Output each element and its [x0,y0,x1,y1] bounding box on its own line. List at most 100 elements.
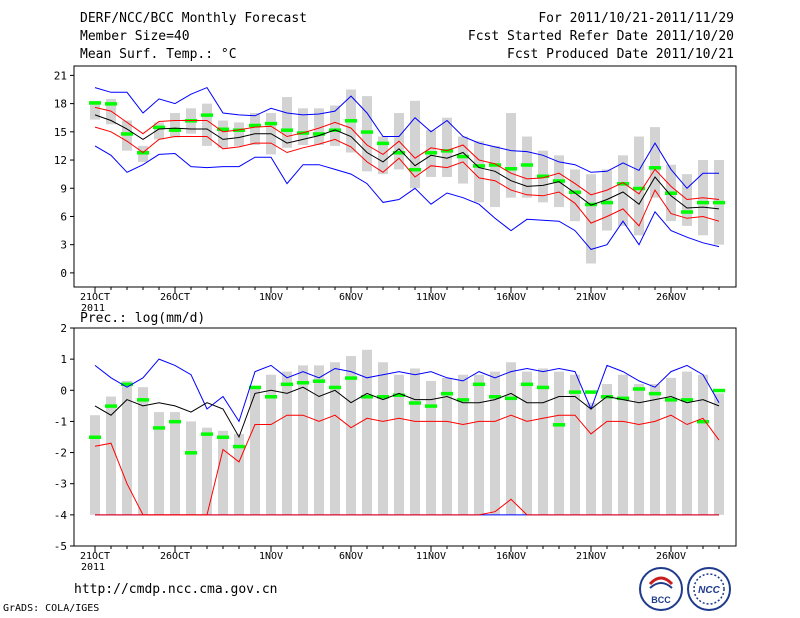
median-mark [153,125,165,130]
median-mark [441,391,453,396]
y-tick-label: -3 [54,478,67,491]
ensemble-box [330,105,340,146]
median-mark [105,102,117,106]
median-mark [489,395,501,399]
year-label: 2011 [81,562,105,573]
ensemble-box [442,117,452,177]
y-tick-label: 21 [54,69,67,82]
median-mark [249,385,261,390]
median-mark [489,163,501,167]
y-tick-label: 2 [60,322,67,335]
median-mark [313,379,325,383]
median-mark [697,419,709,424]
ensemble-box [650,384,660,515]
median-mark [537,174,549,179]
sd-lower-line [95,498,719,516]
median-mark [585,202,597,207]
ensemble-box [282,371,292,515]
forecast-title: DERF/NCC/BCC Monthly Forecast [80,11,307,26]
median-mark [105,404,117,408]
x-tick-label: 1NOV [259,551,283,562]
y-tick-label: -5 [54,540,67,553]
median-mark [665,191,677,195]
x-tick-label: 1NOV [259,292,283,303]
x-tick-label: 16NOV [496,292,526,303]
median-mark [377,141,389,146]
y-tick-label: 6 [60,210,67,223]
median-mark [585,390,597,394]
x-tick-label: 26OCT [160,551,190,562]
ensemble-box [122,380,132,515]
ensemble-box [506,113,516,198]
y-tick-label: 9 [60,182,67,195]
bcc-logo: BCC [639,567,683,611]
median-mark [473,382,485,387]
median-mark [649,391,661,396]
median-mark [617,182,629,186]
x-tick-label: 21NOV [576,551,606,562]
x-tick-label: 26NOV [656,551,686,562]
ensemble-box [474,141,484,203]
y-tick-label: -2 [54,447,67,460]
ensemble-box [634,136,644,236]
panel-frame [73,65,737,288]
median-mark [217,435,229,439]
x-tick-label: 6NOV [339,292,363,303]
ensemble-box [570,169,580,222]
ensemble-box [202,103,212,146]
median-mark [377,395,389,399]
ensemble-box [90,100,100,120]
source-url[interactable]: http://cmdp.ncc.cma.gov.cn [74,582,278,597]
ensemble-box [138,387,148,515]
ensemble-box [714,393,724,515]
median-mark [265,121,277,126]
sd-lower-line [94,126,720,227]
y-tick-label: 1 [60,353,67,366]
ensemble-box [346,356,356,515]
median-mark [633,186,645,191]
median-mark [217,127,229,132]
median-mark [185,451,197,455]
ensemble-box [602,384,612,515]
ensemble-box [682,371,692,515]
y-tick-label: 0 [60,267,67,280]
ensemble-box [410,368,420,515]
ensemble-box [666,377,676,515]
variable-label: Mean Surf. Temp.: °C [80,47,237,62]
median-mark [537,385,549,390]
median-mark [121,382,133,387]
median-mark [121,132,133,136]
median-mark [505,396,517,401]
ensemble-box [330,362,340,515]
ensemble-box [698,374,708,515]
ensemble-box [458,374,468,515]
panel-frame [73,327,737,547]
ensemble-box [218,430,228,515]
median-mark [457,398,469,402]
y-tick-label: 3 [60,239,67,252]
x-tick-label: 21OCT [80,551,110,562]
ensemble-box [282,97,292,148]
ensemble-box [394,374,404,515]
y-tick-label: 12 [54,154,67,167]
ensemble-box [474,374,484,515]
ncc-logo: NCC [687,567,731,611]
median-mark [361,130,373,134]
ensemble-box [410,100,420,189]
ensemble-box [90,415,100,515]
median-mark [649,166,661,170]
ensemble-box [522,136,532,198]
ensemble-box [378,136,388,175]
ensemble-box [234,122,244,146]
y-tick-label: -4 [54,509,68,522]
median-mark [409,401,421,405]
ensemble-box [106,396,116,515]
median-mark [521,163,533,167]
median-mark [425,151,437,155]
year-label: 2011 [81,303,105,314]
x-tick-label: 6NOV [339,551,363,562]
ensemble-box [458,136,468,184]
median-mark [665,398,677,402]
ensemble-box [218,120,228,148]
median-mark [505,167,517,171]
